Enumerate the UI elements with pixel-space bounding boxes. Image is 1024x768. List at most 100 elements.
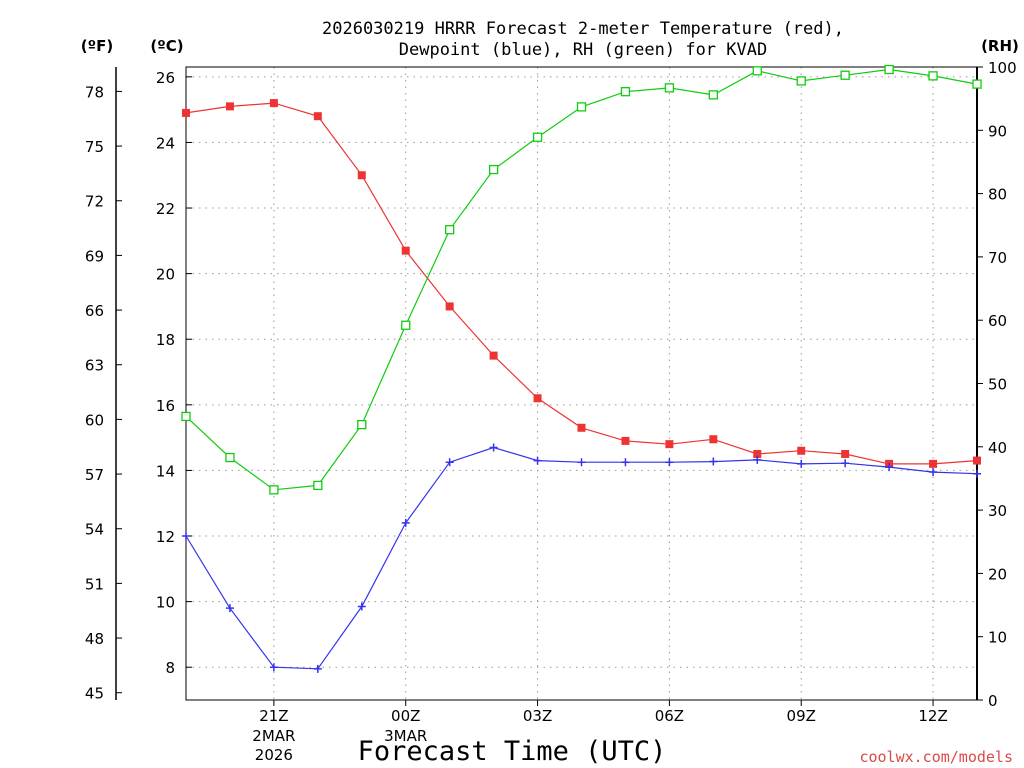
rh-tick-label: 60 xyxy=(988,312,1007,330)
rh-point xyxy=(840,70,850,80)
temperature-line xyxy=(185,102,978,465)
series-layer xyxy=(181,64,982,673)
dewpoint-point xyxy=(929,468,938,477)
dewpoint-point xyxy=(445,458,454,467)
rh-point xyxy=(181,411,191,422)
rh-point xyxy=(752,66,762,76)
chart-title-line-2: Dewpoint (blue), RH (green) for KVAD xyxy=(399,40,767,60)
celsius-tick-label: 8 xyxy=(165,659,175,677)
celsius-tick-label: 10 xyxy=(156,594,175,612)
rh-tick-label: 30 xyxy=(988,502,1007,520)
temperature-point xyxy=(797,446,806,455)
temperature-point xyxy=(709,435,718,444)
rh-tick-label: 10 xyxy=(988,629,1007,647)
dewpoint-point xyxy=(225,604,234,613)
rh-point xyxy=(796,76,806,86)
celsius-tick-label: 18 xyxy=(156,331,175,349)
temperature-point xyxy=(533,394,542,403)
temperature-point xyxy=(841,450,850,459)
time-tick-label: 06Z xyxy=(655,707,684,725)
temperature-point xyxy=(313,112,322,121)
temperature-point xyxy=(445,302,454,311)
fahrenheit-tick-label: 45 xyxy=(85,685,104,703)
dewpoint-series xyxy=(182,443,981,673)
year-label: 2026 xyxy=(255,746,293,764)
dewpoint-point xyxy=(709,457,718,466)
plot-frame xyxy=(185,66,978,701)
dewpoint-point xyxy=(577,458,586,467)
rh-point xyxy=(928,71,938,81)
watermark: coolwx.com/models xyxy=(859,748,1013,766)
time-tick-label: 12Z xyxy=(918,707,947,725)
rh-tick-label: 90 xyxy=(988,122,1007,140)
rh-axis-ticks: 0 10 20 30 40 50 60 70 80 90 100 xyxy=(977,59,1017,710)
rh-point xyxy=(401,320,411,330)
celsius-tick-label: 14 xyxy=(156,462,175,480)
dewpoint-point xyxy=(533,456,542,465)
rh-point xyxy=(225,452,235,463)
fahrenheit-tick-label: 78 xyxy=(85,83,104,101)
time-tick-label: 03Z xyxy=(523,707,552,725)
rh-point xyxy=(708,90,718,100)
temperature-point xyxy=(357,171,366,180)
temperature-point xyxy=(401,246,410,255)
celsius-tick-label: 12 xyxy=(156,528,175,546)
dewpoint-point xyxy=(357,602,366,611)
rh-tick-label: 20 xyxy=(988,565,1007,583)
rh-tick-label: 0 xyxy=(988,692,998,710)
celsius-axis-ticks: 8 10 12 14 16 18 20 22 24 26 xyxy=(156,69,192,677)
fahrenheit-tick-label: 69 xyxy=(85,247,104,265)
temperature-point xyxy=(621,436,630,445)
rh-point xyxy=(664,83,675,93)
date-label: 2MAR xyxy=(252,727,295,745)
dewpoint-point xyxy=(313,664,322,673)
x-axis-title: Forecast Time (UTC) xyxy=(358,736,667,767)
rh-series xyxy=(181,64,982,495)
rh-tick-label: 70 xyxy=(988,249,1007,267)
fahrenheit-tick-label: 72 xyxy=(85,193,104,211)
rh-point xyxy=(488,164,499,175)
dewpoint-line xyxy=(185,446,978,670)
rh-point xyxy=(269,485,279,495)
time-tick-label: 00Z xyxy=(391,707,420,725)
rh-point xyxy=(884,64,894,75)
celsius-unit-label: (ºC) xyxy=(150,37,183,55)
fahrenheit-tick-label: 75 xyxy=(85,138,104,156)
celsius-tick-label: 16 xyxy=(156,397,175,415)
dewpoint-point xyxy=(401,518,410,527)
temperature-point xyxy=(577,423,586,432)
temperature-point xyxy=(489,351,498,360)
temperature-point xyxy=(182,108,190,117)
fahrenheit-unit-label: (ºF) xyxy=(81,37,113,55)
fahrenheit-tick-label: 57 xyxy=(85,466,104,484)
dewpoint-point xyxy=(489,443,498,452)
temperature-point xyxy=(665,440,674,449)
temperature-point xyxy=(929,459,938,468)
temperature-point xyxy=(973,456,981,465)
dewpoint-point xyxy=(621,458,630,467)
temperature-series xyxy=(182,99,981,468)
rh-point xyxy=(313,480,323,491)
dewpoint-point xyxy=(973,469,981,478)
time-tick-label: 09Z xyxy=(787,707,816,725)
dewpoint-point xyxy=(665,458,674,467)
dewpoint-point xyxy=(269,663,278,672)
rh-tick-label: 40 xyxy=(988,439,1007,457)
dewpoint-point xyxy=(753,455,762,464)
fahrenheit-tick-label: 48 xyxy=(85,630,104,648)
rh-point xyxy=(620,87,631,97)
fahrenheit-tick-label: 63 xyxy=(85,357,104,375)
rh-point xyxy=(445,225,455,235)
time-tick-label: 21Z xyxy=(259,707,288,725)
temperature-point xyxy=(269,99,278,108)
date-label: 3MAR xyxy=(384,727,427,745)
temperature-point xyxy=(225,102,234,111)
rh-tick-label: 100 xyxy=(988,59,1017,77)
temperature-point xyxy=(753,450,762,459)
rh-point xyxy=(576,102,587,112)
rh-unit-label: (RH) xyxy=(981,37,1019,55)
rh-point xyxy=(972,79,982,89)
celsius-tick-label: 24 xyxy=(156,134,175,152)
